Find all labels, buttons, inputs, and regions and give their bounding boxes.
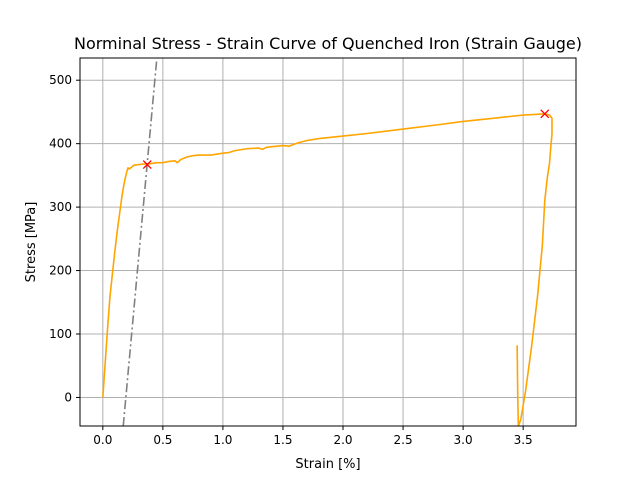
y-tick-label: 400 [49,137,72,151]
plot-data [102,58,553,426]
x-axis-label: Strain [%] [295,457,360,472]
x-tick-label: 3.5 [514,433,533,447]
marker-x [540,109,550,119]
chart-title: Norminal Stress - Strain Curve of Quench… [74,34,582,53]
stress-strain-curve [102,113,553,426]
x-tick-label: 3.0 [454,433,473,447]
y-axis-ticks: 0 100 200 300 400 500 [49,73,80,404]
x-tick-label: 2.5 [394,433,413,447]
axes-frame [79,57,577,427]
y-tick-label: 0 [64,390,72,404]
y-tick-label: 200 [49,264,72,278]
y-axis-label: Stress [MPa] [24,202,39,283]
x-tick-label: 1.0 [213,433,232,447]
x-tick-label: 2.0 [333,433,352,447]
x-axis-ticks: 0.0 0.5 1.0 1.5 2.0 2.5 3.0 3.5 [93,426,533,447]
y-tick-label: 300 [49,200,72,214]
y-tick-label: 500 [49,73,72,87]
y-tick-label: 100 [49,327,72,341]
x-tick-label: 0.0 [93,433,112,447]
grid-lines [80,58,576,426]
x-tick-label: 0.5 [153,433,172,447]
marker-x [142,160,152,170]
reference-line [122,58,158,426]
x-tick-label: 1.5 [273,433,292,447]
